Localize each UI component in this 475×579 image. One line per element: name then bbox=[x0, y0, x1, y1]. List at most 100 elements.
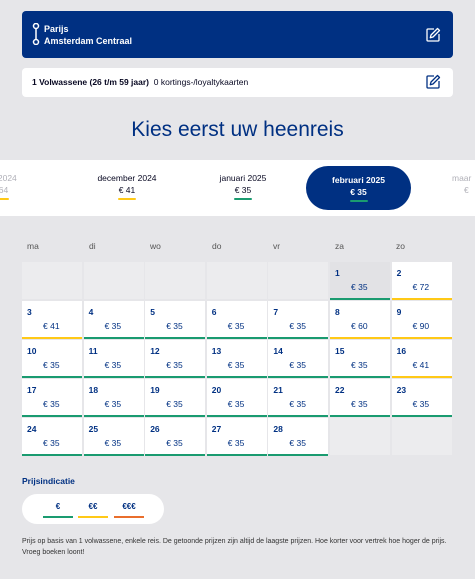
price-level-bar bbox=[268, 376, 329, 378]
calendar-day-2[interactable]: 2 € 72 bbox=[391, 262, 453, 300]
day-number: 8 bbox=[335, 307, 340, 317]
legend-label: €€€ bbox=[122, 502, 136, 511]
day-number: 13 bbox=[211, 346, 222, 356]
price-level-bar bbox=[268, 454, 329, 456]
route-icon bbox=[32, 23, 40, 45]
calendar-empty-cell bbox=[145, 262, 207, 300]
calendar-day-27[interactable]: 27 € 35 bbox=[206, 418, 268, 456]
day-price: € 35 bbox=[43, 399, 60, 409]
price-level-bar bbox=[145, 415, 206, 417]
calendar-empty-cell bbox=[391, 418, 453, 456]
month-tab-november[interactable]: ber 2024 € 64 bbox=[0, 166, 48, 210]
calendar-day-1[interactable]: 1 € 35 bbox=[330, 262, 391, 300]
day-price: € 90 bbox=[412, 321, 430, 331]
price-level-bar bbox=[391, 337, 452, 339]
day-price: € 35 bbox=[166, 360, 183, 370]
calendar-day-21[interactable]: 21 € 35 bbox=[268, 379, 330, 417]
calendar-day-17[interactable]: 17 € 35 bbox=[22, 379, 83, 417]
calendar-day-6[interactable]: 6 € 35 bbox=[206, 301, 268, 339]
edit-icon[interactable] bbox=[425, 74, 441, 90]
calendar-day-19[interactable]: 19 € 35 bbox=[145, 379, 207, 417]
calendar-day-7[interactable]: 7 € 35 bbox=[268, 301, 330, 339]
calendar-day-9[interactable]: 9 € 90 bbox=[391, 301, 453, 339]
calendar-day-20[interactable]: 20 € 35 bbox=[206, 379, 268, 417]
price-level-bar bbox=[391, 298, 452, 300]
day-number: 24 bbox=[27, 424, 37, 434]
day-price: € 35 bbox=[104, 438, 122, 448]
calendar-day-26[interactable]: 26 € 35 bbox=[145, 418, 207, 456]
price-level-bar bbox=[268, 337, 329, 339]
day-number: 4 bbox=[88, 307, 94, 317]
calendar-empty-cell bbox=[206, 262, 268, 300]
day-price: € 35 bbox=[351, 360, 368, 370]
day-number: 28 bbox=[273, 424, 283, 434]
day-number: 10 bbox=[27, 346, 37, 356]
calendar-day-25[interactable]: 25 € 35 bbox=[83, 418, 145, 456]
calendar-day-3[interactable]: 3 € 41 bbox=[22, 301, 83, 339]
calendar-empty-cell bbox=[83, 262, 145, 300]
calendar-day-24[interactable]: 24 € 35 bbox=[22, 418, 83, 456]
day-number: 23 bbox=[396, 385, 407, 395]
calendar-day-12[interactable]: 12 € 35 bbox=[145, 340, 207, 378]
day-price: € 35 bbox=[104, 321, 122, 331]
month-price: € 41 bbox=[118, 185, 136, 195]
day-price: € 35 bbox=[166, 399, 183, 409]
price-level-bar bbox=[22, 454, 82, 456]
passenger-summary-card[interactable]: 1 Volwassene (26 t/m 59 jaar) 0 kortings… bbox=[22, 68, 453, 97]
day-number: 6 bbox=[211, 307, 217, 317]
calendar-day-22[interactable]: 22 € 35 bbox=[330, 379, 391, 417]
calendar-day-10[interactable]: 10 € 35 bbox=[22, 340, 83, 378]
calendar-day-11[interactable]: 11 € 35 bbox=[83, 340, 145, 378]
calendar-day-14[interactable]: 14 € 35 bbox=[268, 340, 330, 378]
price-level-bar bbox=[206, 454, 267, 456]
calendar-day-4[interactable]: 4 € 35 bbox=[83, 301, 145, 339]
day-number: 18 bbox=[88, 385, 99, 395]
discount-cards: 0 kortings-/loyaltykaarten bbox=[153, 77, 249, 87]
day-number: 27 bbox=[211, 424, 222, 434]
day-number: 11 bbox=[88, 346, 98, 356]
legend-bar-low bbox=[43, 516, 73, 518]
day-price: € 35 bbox=[227, 321, 245, 331]
route-summary-card[interactable]: Parijs Amsterdam Centraal bbox=[22, 11, 453, 58]
month-price-bar bbox=[118, 198, 136, 200]
weekday-label: wo bbox=[150, 241, 161, 251]
price-footnote: Prijs op basis van 1 volwassene, enkele … bbox=[22, 538, 447, 556]
day-number: 16 bbox=[396, 346, 407, 356]
day-price: € 35 bbox=[166, 438, 183, 448]
month-name: maar bbox=[452, 173, 472, 183]
weekday-label: di bbox=[89, 241, 96, 251]
calendar-day-8[interactable]: 8 € 60 bbox=[330, 301, 391, 339]
month-price-bar bbox=[0, 198, 9, 200]
calendar-day-15[interactable]: 15 € 35 bbox=[330, 340, 391, 378]
calendar-day-23[interactable]: 23 € 35 bbox=[391, 379, 453, 417]
month-price: € 35 bbox=[234, 185, 252, 195]
calendar-day-13[interactable]: 13 € 35 bbox=[206, 340, 268, 378]
day-price: € 72 bbox=[412, 282, 430, 292]
month-tab-february-selected[interactable]: februari 2025 € 35 bbox=[306, 166, 411, 210]
price-level-bar bbox=[22, 415, 82, 417]
legend-label: €€ bbox=[88, 502, 98, 511]
passenger-count: 1 Volwassene (26 t/m 59 jaar) bbox=[32, 77, 150, 87]
calendar-empty-cell bbox=[268, 262, 330, 300]
page-heading: Kies eerst uw heenreis bbox=[131, 118, 344, 141]
legend-bar-high bbox=[114, 516, 144, 518]
day-price: € 41 bbox=[43, 321, 60, 331]
month-tab-march[interactable]: maar € bbox=[438, 166, 475, 210]
day-number: 1 bbox=[335, 268, 340, 278]
day-price: € 35 bbox=[43, 438, 60, 448]
day-price: € 35 bbox=[289, 360, 306, 370]
edit-icon[interactable] bbox=[425, 27, 441, 43]
calendar-day-28[interactable]: 28 € 35 bbox=[268, 418, 330, 456]
price-level-bar bbox=[206, 376, 267, 378]
day-number: 20 bbox=[211, 385, 222, 395]
calendar-day-16[interactable]: 16 € 41 bbox=[391, 340, 453, 378]
day-price: € 35 bbox=[227, 438, 245, 448]
day-number: 21 bbox=[273, 385, 283, 395]
day-number: 17 bbox=[27, 385, 37, 395]
month-tab-december[interactable]: december 2024 € 41 bbox=[79, 166, 175, 210]
calendar-day-5[interactable]: 5 € 35 bbox=[145, 301, 207, 339]
month-tab-january[interactable]: januari 2025 € 35 bbox=[195, 166, 291, 210]
price-level-bar bbox=[145, 454, 206, 456]
month-name: december 2024 bbox=[97, 173, 157, 183]
calendar-day-18[interactable]: 18 € 35 bbox=[83, 379, 145, 417]
